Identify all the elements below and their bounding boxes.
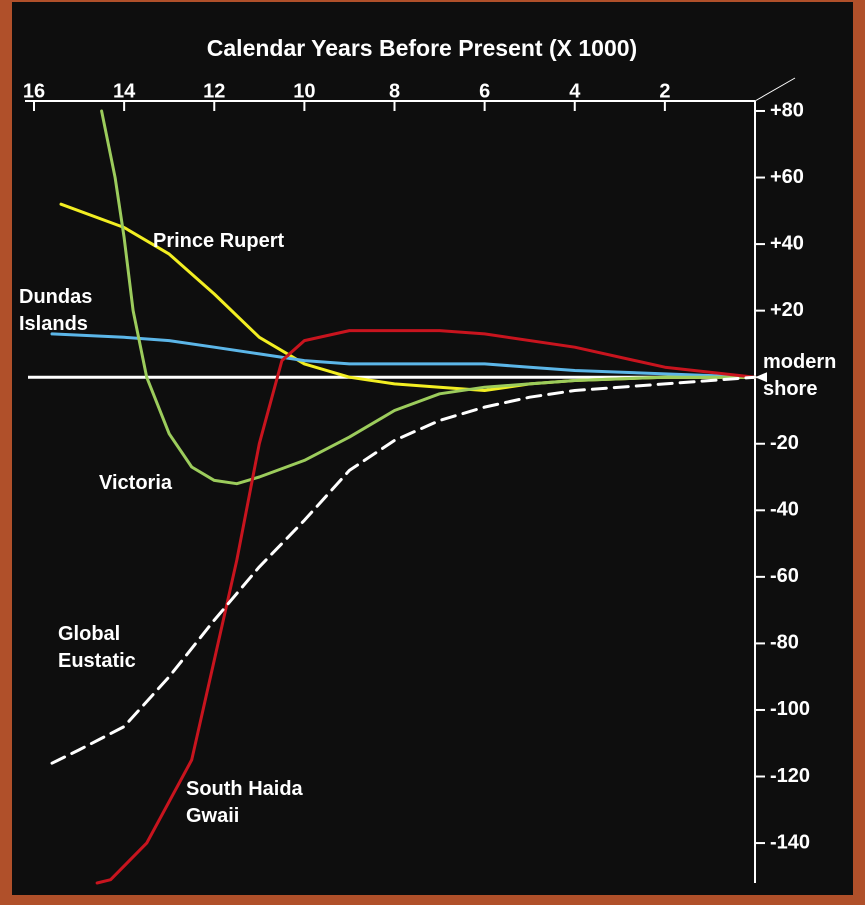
y-tick-label: +60	[770, 166, 804, 188]
series-line	[50, 375, 757, 765]
y-tick-label: +80	[770, 99, 804, 121]
reference-label: modern shore	[763, 351, 837, 401]
x-tick-label: 6	[479, 80, 490, 102]
series-line	[95, 329, 757, 885]
x-tick-label: 14	[113, 80, 136, 102]
series-line	[50, 332, 757, 379]
axis-corner	[754, 77, 796, 102]
x-tick-label: 10	[293, 80, 315, 102]
series-label: Victoria	[99, 472, 172, 494]
series-label: Global Eustatic	[58, 623, 136, 672]
y-tick-label: -60	[770, 565, 799, 587]
chart-title: Calendar Years Before Present (X 1000)	[207, 35, 637, 61]
series-label: Prince Rupert	[153, 230, 285, 252]
series-label: Dundas Islands	[19, 286, 93, 335]
y-tick-label: -120	[770, 765, 810, 787]
y-tick-label: -40	[770, 499, 799, 521]
x-tick-label: 16	[23, 80, 45, 102]
x-tick-label: 4	[569, 80, 581, 102]
y-tick-label: -100	[770, 698, 810, 720]
y-tick-label: +20	[770, 299, 804, 321]
x-tick-label: 2	[659, 80, 670, 102]
series-line	[100, 109, 757, 486]
x-tick-label: 12	[203, 80, 225, 102]
series-label: South Haida Gwaii	[186, 778, 303, 827]
y-tick-label: -20	[770, 432, 799, 454]
y-tick-label: -140	[770, 831, 810, 853]
y-tick-label: +40	[770, 232, 804, 254]
plot-background	[12, 2, 853, 895]
x-tick-label: 8	[389, 80, 400, 102]
y-tick-label: -80	[770, 632, 799, 654]
reference-arrow	[755, 372, 767, 383]
